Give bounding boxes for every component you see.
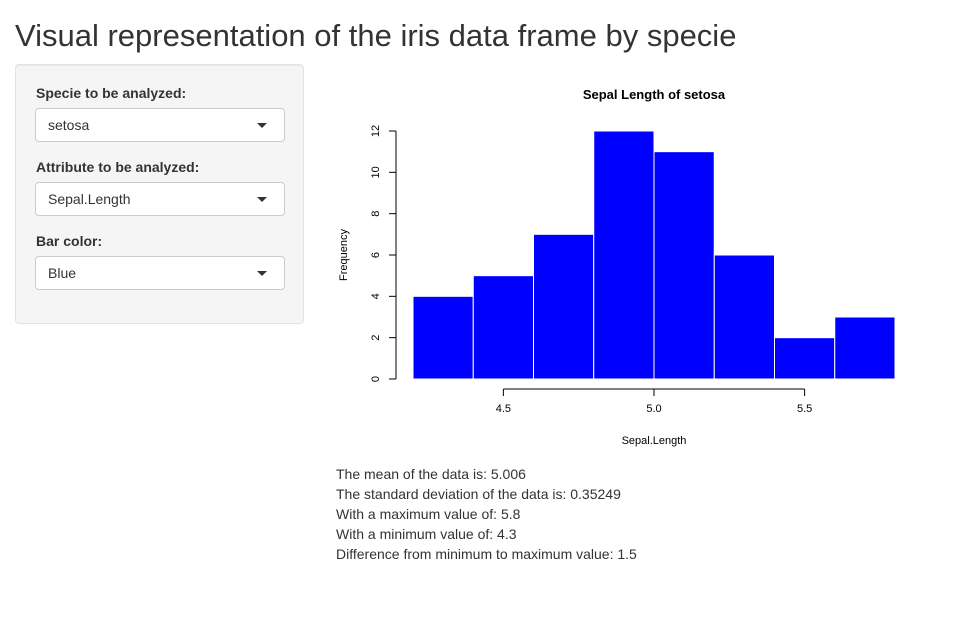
histogram-bar	[533, 233, 595, 380]
stats-output: The mean of the data is: 5.006 The stand…	[336, 464, 637, 564]
attribute-label: Attribute to be analyzed:	[36, 159, 200, 175]
y-tick-label: 8	[370, 211, 382, 217]
y-tick-label: 12	[370, 125, 382, 137]
histogram-bar	[834, 316, 896, 380]
y-tick-label: 4	[370, 293, 382, 299]
specie-select[interactable]: setosa	[35, 108, 285, 142]
histogram-bar	[472, 275, 534, 380]
y-tick-label: 2	[370, 335, 382, 341]
attribute-select-value: Sepal.Length	[48, 191, 131, 207]
y-axis-label: Frequency	[338, 229, 350, 281]
color-select-value: Blue	[48, 265, 77, 281]
histogram-bar	[713, 254, 775, 380]
x-tick-label: 5.5	[797, 403, 812, 415]
specie-label: Specie to be analyzed:	[36, 85, 187, 101]
sidebar-panel: Specie to be analyzed: setosa Attribute …	[15, 64, 304, 324]
histogram-bar	[774, 337, 836, 380]
max-text: With a maximum value of: 5.8	[336, 506, 521, 522]
y-tick-label: 0	[370, 376, 382, 382]
chart-title: Sepal Length of setosa	[583, 87, 726, 102]
histogram-bar	[653, 151, 715, 380]
y-tick-label: 10	[370, 166, 382, 178]
mean-text: The mean of the data is: 5.006	[336, 466, 526, 482]
x-axis-label: Sepal.Length	[622, 435, 687, 447]
attribute-select[interactable]: Sepal.Length	[35, 182, 285, 216]
min-text: With a minimum value of: 4.3	[336, 526, 517, 542]
diff-text: Difference from minimum to maximum value…	[336, 546, 637, 562]
chevron-down-icon	[257, 197, 267, 202]
specie-select-value: setosa	[48, 117, 90, 133]
x-tick-label: 5.0	[646, 403, 661, 415]
chevron-down-icon	[257, 123, 267, 128]
sd-text: The standard deviation of the data is: 0…	[336, 486, 621, 502]
histogram-chart: Sepal Length of setosa 0 2 4 6 8 10 12 Frequency…	[338, 87, 896, 447]
x-tick-label: 4.5	[496, 403, 511, 415]
y-tick-label: 6	[370, 252, 382, 258]
histogram-bar	[593, 130, 655, 380]
chevron-down-icon	[257, 271, 267, 276]
color-select[interactable]: Blue	[35, 256, 285, 290]
page-title: Visual representation of the iris data f…	[15, 18, 737, 53]
color-label: Bar color:	[36, 233, 103, 249]
histogram-bar	[412, 295, 474, 380]
